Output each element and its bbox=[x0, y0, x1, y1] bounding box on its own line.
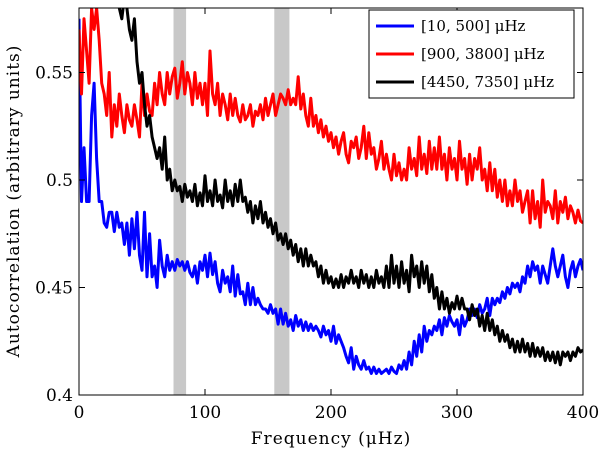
legend: [10, 500] μHz [900, 3800] μHz [4450, 7350]… bbox=[368, 9, 575, 99]
x-tick-label: 200 bbox=[315, 403, 347, 423]
y-axis-label: Autocorrelation (arbitrary units) bbox=[4, 45, 24, 359]
x-axis-label: Frequency (μHz) bbox=[251, 429, 411, 449]
x-tick-label: 100 bbox=[189, 403, 221, 423]
y-tick-label: 0.55 bbox=[35, 64, 73, 84]
shaded-band-1 bbox=[173, 8, 187, 395]
x-tick-label: 300 bbox=[441, 403, 473, 423]
series-line-2 bbox=[79, 8, 583, 229]
series-line-1 bbox=[79, 18, 583, 375]
legend-label-1: [10, 500] μHz bbox=[421, 17, 526, 35]
y-tick-label: 0.4 bbox=[46, 386, 73, 406]
shaded-band-2 bbox=[274, 8, 290, 395]
x-tick-label: 0 bbox=[74, 403, 85, 423]
series-line-3 bbox=[117, 8, 583, 367]
series-layer bbox=[79, 8, 583, 375]
y-tick-label: 0.5 bbox=[46, 171, 73, 191]
x-tick-label: 400 bbox=[567, 403, 599, 423]
legend-label-2: [900, 3800] μHz bbox=[421, 45, 545, 63]
axis-ticks: 0 100 200 300 400 0.4 0.45 0.5 0.55 bbox=[35, 8, 599, 423]
legend-label-3: [4450, 7350] μHz bbox=[421, 73, 554, 91]
y-tick-label: 0.45 bbox=[35, 279, 73, 299]
